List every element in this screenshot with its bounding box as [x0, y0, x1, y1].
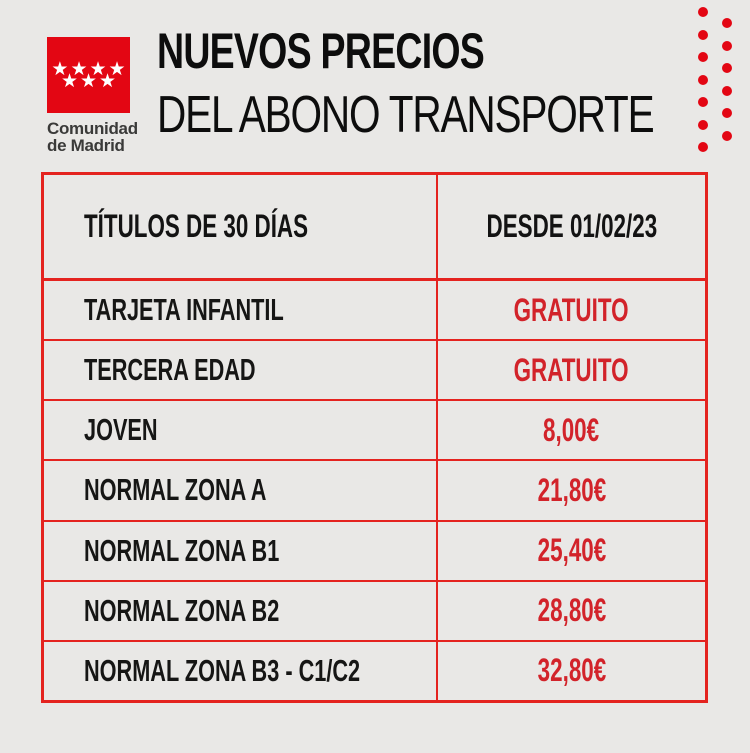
dot-icon: [698, 97, 708, 107]
dot-pattern-left-column: [698, 7, 708, 152]
row-label-cell: NORMAL ZONA B2: [44, 581, 438, 640]
dot-icon: [698, 29, 708, 40]
page-title-line2: DEL ABONO TRANSPORTE: [157, 86, 655, 144]
row-label: JOVEN: [84, 412, 158, 448]
table-row: TARJETA INFANTIL GRATUITO: [44, 281, 705, 342]
table-row: NORMAL ZONA A 21,80€: [44, 461, 705, 522]
dot-icon: [698, 7, 708, 17]
dot-icon: [722, 130, 732, 141]
dot-icon: [698, 142, 708, 152]
row-label: TARJETA INFANTIL: [84, 292, 284, 328]
dot-icon: [698, 52, 708, 62]
table-row: JOVEN 8,00€: [44, 401, 705, 462]
table-row: TERCERA EDAD GRATUITO: [44, 341, 705, 402]
row-value-cell: 8,00€: [438, 401, 705, 459]
table-row: NORMAL ZONA B1 25,40€: [44, 521, 705, 582]
page-title-line1: NUEVOS PRECIOS: [157, 23, 485, 79]
table-header-row: TÍTULOS DE 30 DÍAS DESDE 01/02/23: [44, 175, 705, 281]
dot-icon: [722, 40, 732, 51]
row-value: GRATUITO: [514, 291, 629, 328]
dot-icon: [722, 18, 732, 28]
row-label-cell: NORMAL ZONA A: [44, 461, 438, 520]
table-row: NORMAL ZONA B2 28,80€: [44, 581, 705, 642]
dot-icon: [698, 119, 708, 130]
row-value-cell: 21,80€: [438, 461, 705, 519]
dot-icon: [722, 108, 732, 118]
madrid-flag-icon: ★★★★ ★★★: [47, 37, 130, 113]
row-label-cell: TARJETA INFANTIL: [44, 281, 438, 340]
row-label: NORMAL ZONA B1: [84, 532, 280, 568]
logo-wordmark: Comunidad de Madrid: [47, 120, 157, 155]
row-label-cell: NORMAL ZONA B3 - C1/C2: [44, 641, 438, 700]
header-cell-date: DESDE 01/02/23: [438, 175, 705, 278]
price-table: TÍTULOS DE 30 DÍAS DESDE 01/02/23 TARJET…: [41, 172, 708, 703]
row-label-cell: JOVEN: [44, 401, 438, 460]
header-cell-titles: TÍTULOS DE 30 DÍAS: [44, 175, 438, 278]
row-label: NORMAL ZONA B3 - C1/C2: [84, 652, 361, 688]
flag-stars-bottom: ★★★: [60, 70, 119, 92]
table-row: NORMAL ZONA B3 - C1/C2 32,80€: [44, 641, 705, 700]
dot-icon: [698, 74, 708, 85]
row-value-cell: GRATUITO: [438, 341, 705, 399]
row-value-cell: GRATUITO: [438, 281, 705, 339]
flag-stars-top: ★★★★: [51, 58, 128, 80]
dot-pattern-right-column: [722, 18, 732, 141]
row-value-cell: 25,40€: [438, 522, 705, 580]
row-value: 32,80€: [537, 652, 606, 689]
dot-icon: [722, 85, 732, 96]
logo-wordmark-line2: de Madrid: [47, 136, 125, 156]
dot-icon: [722, 63, 732, 73]
row-value: 25,40€: [537, 532, 606, 569]
row-label: NORMAL ZONA B2: [84, 592, 280, 628]
row-value: 8,00€: [543, 411, 600, 448]
page-title: NUEVOS PRECIOS DEL ABONO TRANSPORTE: [157, 26, 750, 141]
row-value: 21,80€: [537, 471, 606, 508]
row-label-cell: TERCERA EDAD: [44, 341, 438, 400]
row-label: NORMAL ZONA A: [84, 472, 267, 508]
row-label: TERCERA EDAD: [84, 352, 256, 388]
row-value-cell: 28,80€: [438, 582, 705, 640]
header-titles-label: TÍTULOS DE 30 DÍAS: [84, 208, 309, 244]
comunidad-madrid-logo: ★★★★ ★★★ Comunidad de Madrid: [47, 37, 157, 155]
logo-wordmark-line1: Comunidad: [47, 119, 138, 138]
row-value: GRATUITO: [514, 351, 629, 388]
row-value: 28,80€: [537, 592, 606, 629]
row-value-cell: 32,80€: [438, 642, 705, 700]
row-label-cell: NORMAL ZONA B1: [44, 521, 438, 580]
header-date-label: DESDE 01/02/23: [486, 208, 657, 244]
